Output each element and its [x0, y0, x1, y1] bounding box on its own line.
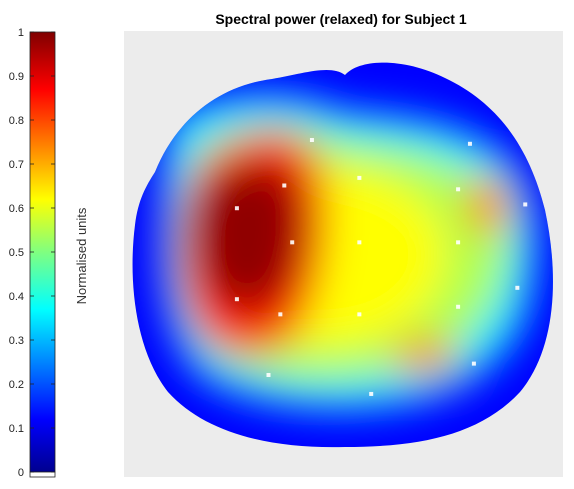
colorbar [29, 31, 56, 473]
electrode-marker [357, 175, 362, 180]
colorbar-label: Normalised units [74, 207, 89, 304]
colorbar-tick-label: 0.9 [9, 71, 24, 83]
electrode-marker [357, 312, 362, 317]
colorbar-tick-label: 0.8 [9, 115, 24, 127]
colorbar-tick-label: 0.2 [9, 379, 24, 391]
colorbar-tick-label: 0 [18, 467, 24, 479]
colorbar-tick-label: 0.4 [9, 291, 24, 303]
electrode-marker [456, 304, 461, 309]
colorbar-tick-label: 0.5 [9, 247, 24, 259]
scalp-heatmap [132, 62, 553, 448]
electrode-marker [290, 240, 295, 245]
electrode-marker [266, 372, 271, 377]
colorbar-ticks: 0 0.1 0.2 0.3 0.4 0.5 0.6 0.7 0.8 0.9 1 [9, 27, 55, 479]
colorbar-tick-label: 0.6 [9, 203, 24, 215]
chart-title: Spectral power (relaxed) for Subject 1 [215, 11, 467, 27]
colorbar-tick-label: 0.7 [9, 159, 24, 171]
electrode-marker [456, 187, 461, 192]
electrode-marker [471, 361, 476, 366]
electrode-marker [523, 202, 528, 207]
electrode-marker [234, 206, 239, 211]
electrode-marker [357, 240, 362, 245]
electrode-marker [456, 240, 461, 245]
electrode-marker [278, 312, 283, 317]
electrode-marker [309, 138, 314, 143]
electrode-marker [467, 141, 472, 146]
electrode-marker [369, 391, 374, 396]
electrode-marker [234, 297, 239, 302]
electrode-marker [515, 285, 520, 290]
colorbar-tick-label: 1 [18, 27, 24, 39]
colorbar-bottom-cap [29, 471, 56, 478]
colorbar-tick-label: 0.1 [9, 423, 24, 435]
colorbar-tick-label: 0.3 [9, 335, 24, 347]
electrode-marker [282, 183, 287, 188]
